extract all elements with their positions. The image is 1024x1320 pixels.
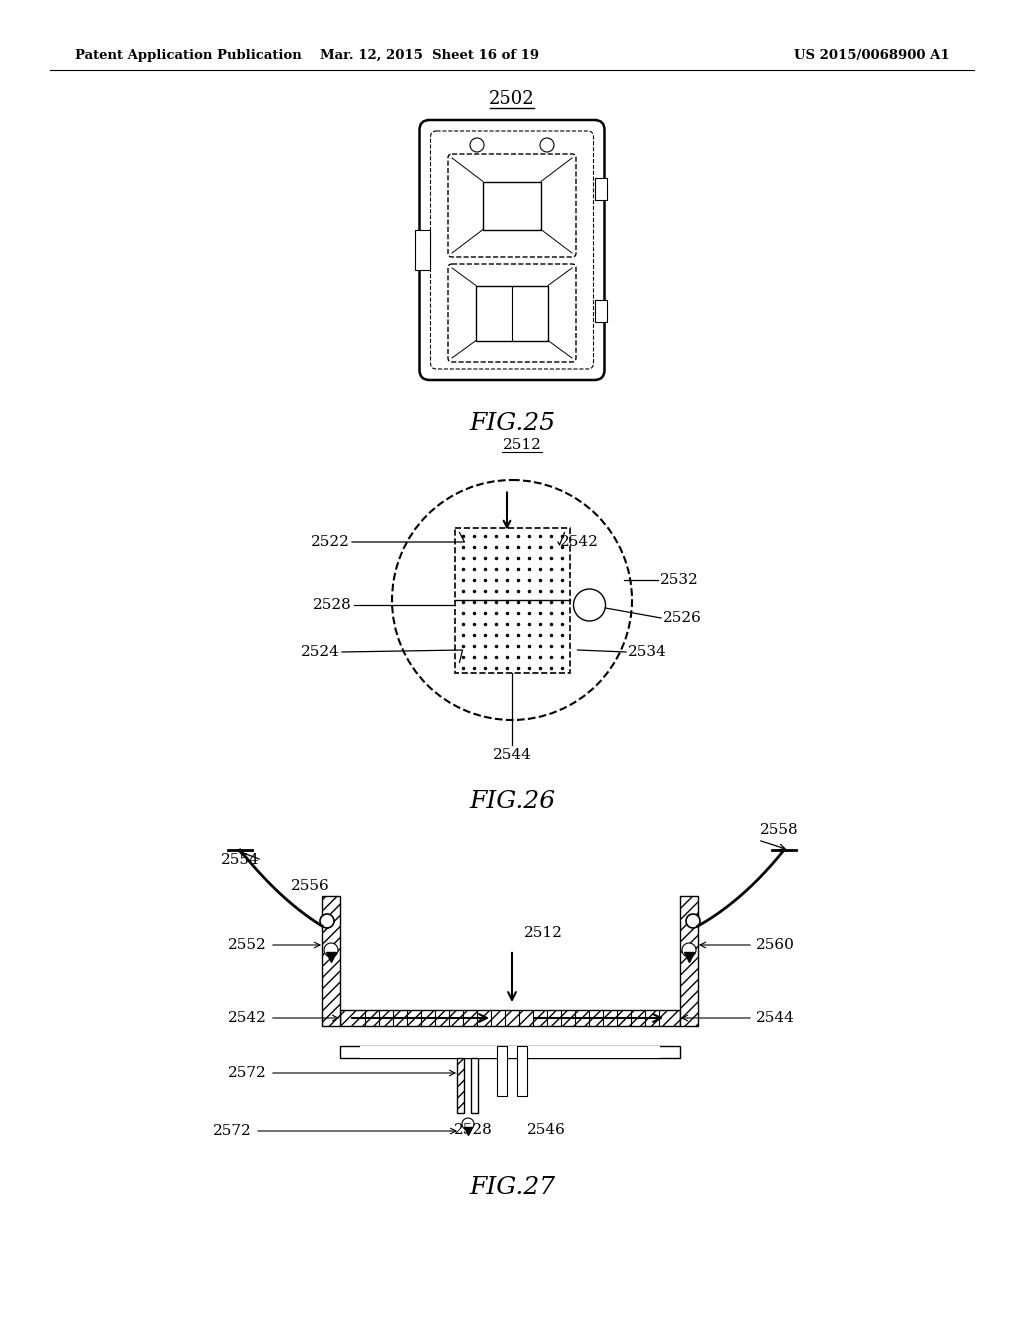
Text: 2542: 2542 xyxy=(228,1011,267,1026)
Text: 2512: 2512 xyxy=(524,927,563,940)
Circle shape xyxy=(686,913,700,928)
Bar xyxy=(476,285,548,341)
Bar xyxy=(680,896,698,1026)
Text: 2532: 2532 xyxy=(660,573,698,587)
Bar xyxy=(471,1059,478,1113)
Text: FIG.27: FIG.27 xyxy=(469,1176,555,1199)
Text: 2554: 2554 xyxy=(221,853,260,867)
Text: FIG.26: FIG.26 xyxy=(469,789,555,813)
Text: 2528: 2528 xyxy=(313,598,352,612)
Bar xyxy=(595,300,606,322)
Text: 2552: 2552 xyxy=(228,939,267,952)
Text: 2524: 2524 xyxy=(301,645,340,659)
Circle shape xyxy=(470,139,484,152)
Text: 2546: 2546 xyxy=(527,1123,566,1137)
Bar xyxy=(497,1045,507,1096)
Text: 2528: 2528 xyxy=(454,1123,493,1137)
Bar xyxy=(517,1045,527,1096)
Text: 2572: 2572 xyxy=(213,1125,252,1138)
FancyBboxPatch shape xyxy=(449,154,575,257)
Text: 2544: 2544 xyxy=(756,1011,795,1026)
Text: Patent Application Publication: Patent Application Publication xyxy=(75,49,302,62)
Text: 2572: 2572 xyxy=(228,1067,267,1080)
FancyBboxPatch shape xyxy=(420,120,604,380)
Text: 2512: 2512 xyxy=(503,438,542,451)
Bar xyxy=(340,1045,680,1059)
Text: 2522: 2522 xyxy=(311,535,350,549)
Bar xyxy=(455,528,569,672)
Text: 2526: 2526 xyxy=(663,611,701,624)
Text: US 2015/0068900 A1: US 2015/0068900 A1 xyxy=(795,49,950,62)
Text: 2542: 2542 xyxy=(560,535,599,549)
Text: 2534: 2534 xyxy=(628,645,667,659)
Text: 2560: 2560 xyxy=(756,939,795,952)
Bar xyxy=(340,1010,680,1026)
Circle shape xyxy=(682,942,696,957)
FancyBboxPatch shape xyxy=(449,264,575,362)
Bar xyxy=(360,1045,660,1059)
Text: 2544: 2544 xyxy=(493,748,531,762)
Bar xyxy=(483,181,541,230)
Circle shape xyxy=(573,589,605,620)
Bar xyxy=(322,896,340,1026)
Text: 2558: 2558 xyxy=(760,822,799,837)
Circle shape xyxy=(462,1118,474,1130)
Text: Mar. 12, 2015  Sheet 16 of 19: Mar. 12, 2015 Sheet 16 of 19 xyxy=(321,49,540,62)
Bar xyxy=(457,1059,464,1113)
Circle shape xyxy=(540,139,554,152)
Circle shape xyxy=(319,913,334,928)
Text: 2556: 2556 xyxy=(291,879,330,894)
FancyBboxPatch shape xyxy=(430,131,594,370)
Circle shape xyxy=(392,480,632,719)
Circle shape xyxy=(324,942,338,957)
Text: 2502: 2502 xyxy=(489,90,535,108)
Bar xyxy=(415,230,429,271)
Bar xyxy=(595,178,606,201)
Text: FIG.25: FIG.25 xyxy=(469,412,555,436)
